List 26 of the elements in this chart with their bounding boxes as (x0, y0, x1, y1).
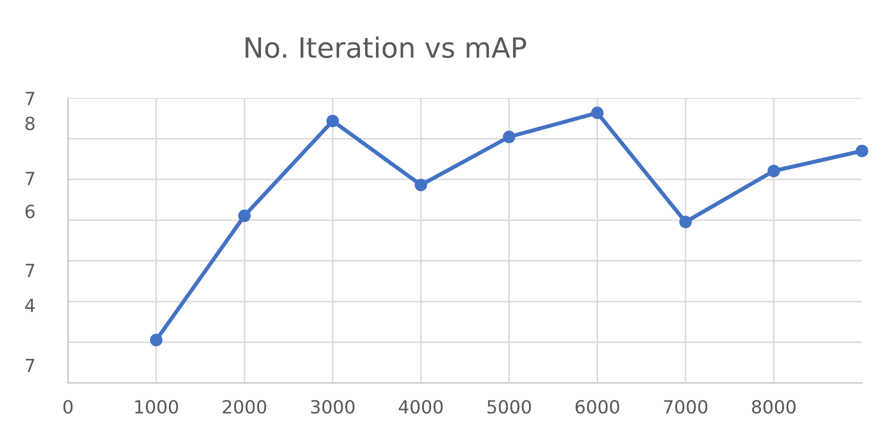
x-tick-label: 3000 (311, 400, 354, 414)
x-tick-label: 5000 (488, 400, 531, 414)
point (326, 114, 339, 128)
x-tick-label: 8000 (752, 400, 796, 414)
x-tick-label: 7000 (664, 400, 708, 414)
point (502, 130, 516, 144)
text: 7 (26, 172, 34, 185)
x-tick-label: 2000 (222, 400, 266, 414)
point (238, 210, 251, 222)
point (768, 164, 780, 178)
point (150, 334, 162, 346)
text: 7 (26, 358, 34, 372)
point (414, 178, 428, 192)
point (679, 216, 692, 228)
text: 7 (26, 264, 34, 277)
chart-title: No. Iteration vs mAP (246, 36, 526, 58)
text: 6 (26, 204, 35, 218)
x-tick-label: 4000 (398, 400, 443, 414)
text: 4 (25, 298, 35, 312)
x-tick-label: 0 (63, 400, 73, 414)
text: 7 (26, 92, 34, 105)
x-tick-label: 6000 (576, 400, 620, 414)
x-tick-label: 1000 (135, 400, 178, 414)
point (856, 144, 868, 158)
point (591, 106, 604, 120)
text: 8 (25, 116, 35, 130)
